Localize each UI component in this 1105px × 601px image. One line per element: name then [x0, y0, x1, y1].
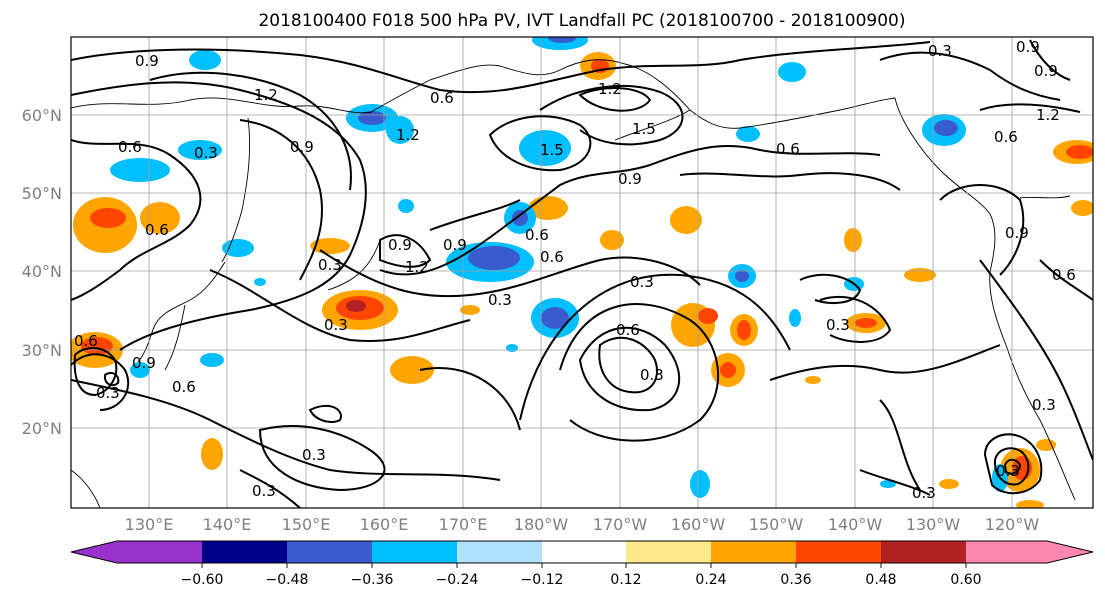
contour-label: 0.9: [1005, 224, 1029, 242]
contour-label: 0.6: [172, 378, 196, 396]
contour-label: 0.9: [618, 170, 642, 188]
colorbar-bin: [457, 541, 542, 563]
colorbar-tick-label: 0.60: [950, 572, 981, 588]
lon-label-170e: 170°E: [439, 515, 488, 534]
colorbar-bin: [542, 541, 626, 563]
contour-label: 0.3: [1032, 396, 1056, 414]
colorbar-outline: [70, 540, 1094, 564]
contour-label: 0.3: [912, 484, 936, 502]
map-panel: 0.9 1.2 0.6 0.3 0.9 0.6 1.2 0.6 0.9 1.5 …: [70, 36, 1094, 509]
colorbar-tick-label: −0.60: [181, 572, 224, 588]
map-background: [71, 37, 1093, 508]
contour-label: 0.9: [1034, 62, 1058, 80]
contour-label: 0.3: [252, 482, 276, 500]
lon-label-140w: 140°W: [828, 515, 883, 534]
contour-label: 0.9: [290, 138, 314, 156]
graticule: [71, 37, 1093, 508]
lon-label-160e: 160°E: [360, 515, 409, 534]
lon-label-170w: 170°W: [593, 515, 648, 534]
contour-label: 0.3: [826, 316, 850, 334]
colorbar-bin: [711, 541, 796, 563]
colorbar-tick-label: −0.48: [266, 572, 309, 588]
figure-title: 2018100400 F018 500 hPa PV, IVT Landfall…: [258, 11, 905, 31]
contour-label: 0.3: [630, 273, 654, 291]
map-frame: [70, 36, 1094, 509]
latitude-labels: 60°N 50°N 40°N 30°N 20°N: [22, 106, 62, 438]
colorbar-tick-label: 0.36: [780, 572, 811, 588]
colorbar-tick-label: −0.24: [436, 572, 479, 588]
lat-label-50n: 50°N: [22, 184, 62, 203]
lon-label-150w: 150°W: [749, 515, 804, 534]
lon-label-120w: 120°W: [985, 515, 1040, 534]
contour-label: 0.6: [1052, 266, 1076, 284]
contour-label: 0.6: [616, 321, 640, 339]
lat-label-60n: 60°N: [22, 106, 62, 125]
contour-label: 1.2: [405, 258, 429, 276]
colorbar-bin: [202, 541, 287, 563]
contour-label: 0.3: [928, 42, 952, 60]
contour-label: 0.3: [996, 462, 1020, 480]
contour-label: 1.2: [1036, 106, 1060, 124]
colorbar-bin: [966, 541, 1047, 563]
lon-label-160w: 160°W: [671, 515, 726, 534]
colorbar-bin: [881, 541, 966, 563]
contour-label: 0.6: [430, 89, 454, 107]
contour-label: 0.9: [132, 354, 156, 372]
colorbar: −0.60 −0.48 −0.36 −0.24 −0.12 0.12 0.24 …: [70, 540, 1094, 588]
contour-label: 1.5: [540, 141, 564, 159]
contour-label: 0.3: [324, 316, 348, 334]
contour-labels: 0.9 1.2 0.6 0.3 0.9 0.6 1.2 0.6 0.9 1.5 …: [74, 38, 1076, 502]
contour-label: 0.6: [994, 128, 1018, 146]
colorbar-tick-label: 0.48: [865, 572, 896, 588]
colorbar-tick-label: 0.24: [695, 572, 726, 588]
lon-label-150e: 150°E: [282, 515, 331, 534]
contour-label: 1.2: [598, 80, 622, 98]
longitude-labels: 130°E 140°E 150°E 160°E 170°E 180°W 170°…: [125, 515, 1040, 534]
lat-label-20n: 20°N: [22, 419, 62, 438]
colorbar-bin: [626, 541, 711, 563]
colorbar-tick-label: −0.12: [521, 572, 564, 588]
lon-label-130w: 130°W: [906, 515, 961, 534]
contour-label: 0.9: [443, 236, 467, 254]
contour-label: 0.3: [194, 144, 218, 162]
contour-label: 1.5: [632, 120, 656, 138]
contour-label: 0.6: [145, 221, 169, 239]
contour-label: 0.3: [640, 366, 664, 384]
contour-label: 0.6: [776, 140, 800, 158]
contour-label: 0.3: [302, 446, 326, 464]
colorbar-bin: [287, 541, 372, 563]
colorbar-bin: [117, 541, 202, 563]
lon-label-140e: 140°E: [203, 515, 252, 534]
contour-label: 0.3: [488, 291, 512, 309]
contour-label: 0.6: [540, 248, 564, 266]
contour-label: 0.9: [388, 236, 412, 254]
contour-label: 0.9: [1016, 38, 1040, 56]
contour-label: 0.6: [118, 138, 142, 156]
lat-label-40n: 40°N: [22, 262, 62, 281]
contour-label: 1.2: [396, 126, 420, 144]
contour-label: 1.2: [254, 86, 278, 104]
contour-label: 0.3: [96, 384, 120, 402]
colorbar-bin: [372, 541, 457, 563]
lon-label-130e: 130°E: [125, 515, 174, 534]
contour-label: 0.9: [135, 52, 159, 70]
lat-label-30n: 30°N: [22, 341, 62, 360]
colorbar-extend-high: [1047, 541, 1093, 563]
contour-label: 0.6: [525, 226, 549, 244]
lon-label-180w: 180°W: [514, 515, 569, 534]
colorbar-tick-label: 0.12: [610, 572, 641, 588]
colorbar-bin: [796, 541, 881, 563]
colorbar-extend-low: [71, 541, 117, 563]
colorbar-tick-label: −0.36: [351, 572, 394, 588]
contour-lines: [71, 39, 1093, 508]
contour-label: 0.3: [318, 256, 342, 274]
contour-label: 0.6: [74, 332, 98, 350]
